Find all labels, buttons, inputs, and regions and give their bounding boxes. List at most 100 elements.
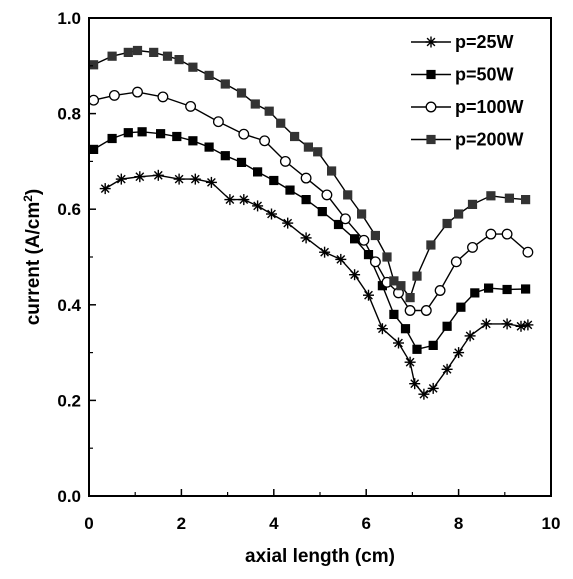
x-tick-label: 0 — [84, 514, 93, 533]
data-point — [281, 216, 294, 230]
legend-label: p=100W — [455, 97, 524, 117]
data-point — [420, 305, 432, 316]
series-p-25w — [98, 169, 535, 401]
data-point — [265, 207, 278, 221]
legend-marker — [425, 101, 437, 113]
data-point — [212, 116, 224, 128]
data-point — [334, 253, 347, 266]
data-point — [321, 189, 333, 201]
data-point — [89, 60, 99, 70]
data-point — [250, 99, 260, 109]
data-point — [279, 155, 291, 167]
data-point — [357, 209, 367, 219]
data-point — [238, 128, 250, 140]
data-point — [107, 133, 117, 144]
data-point — [205, 176, 218, 189]
data-point — [276, 118, 286, 128]
data-point — [470, 288, 480, 298]
data-point — [382, 252, 392, 262]
data-point — [358, 234, 370, 246]
data-point — [137, 127, 147, 137]
data-point — [370, 230, 380, 241]
data-point — [403, 356, 417, 369]
data-point — [467, 199, 478, 209]
data-point — [269, 175, 279, 186]
data-point — [189, 172, 202, 186]
data-point — [339, 213, 351, 225]
data-point — [486, 191, 496, 201]
data-point — [417, 388, 431, 401]
data-point — [343, 190, 353, 200]
data-point — [115, 172, 128, 186]
data-point — [253, 167, 263, 177]
data-point — [220, 151, 230, 161]
data-point — [317, 207, 327, 217]
x-tick-label: 8 — [454, 514, 463, 533]
y-axis-title: current (A/cm2) — [21, 189, 44, 326]
y-axis-title-close: ) — [23, 189, 44, 195]
series-p-50w — [89, 127, 531, 354]
data-point — [389, 309, 399, 319]
data-point — [89, 144, 99, 154]
x-tick-label: 2 — [177, 514, 186, 533]
data-point — [236, 157, 247, 167]
data-point — [237, 193, 251, 206]
data-point — [504, 193, 514, 203]
data-point — [450, 256, 462, 268]
data-point — [350, 234, 360, 244]
data-point — [88, 94, 100, 106]
legend-marker — [426, 134, 436, 145]
data-point — [376, 322, 389, 335]
data-point — [400, 324, 411, 334]
data-point — [348, 268, 361, 281]
legend-label: p=25W — [455, 32, 514, 52]
data-point — [108, 89, 120, 101]
legend-marker — [426, 69, 436, 80]
data-point — [204, 142, 214, 152]
data-point — [290, 131, 300, 142]
data-point — [188, 136, 198, 146]
legend-marker — [424, 35, 438, 49]
data-point — [264, 106, 274, 116]
data-point — [133, 170, 147, 183]
data-point — [174, 55, 184, 65]
y-tick-label: 1.0 — [57, 9, 81, 28]
data-point — [392, 336, 405, 350]
data-point — [149, 47, 159, 57]
data-point — [107, 51, 117, 61]
data-point — [220, 79, 230, 89]
x-tick-label: 4 — [269, 514, 279, 533]
data-point — [454, 209, 464, 219]
data-point — [285, 185, 295, 195]
data-point — [123, 128, 133, 138]
data-point — [303, 142, 313, 152]
data-point — [521, 284, 531, 294]
data-point — [299, 231, 313, 245]
data-point — [236, 88, 247, 98]
data-point — [412, 271, 422, 281]
y-axis-ticks: 0.0 0.2 0.4 0.6 0.8 1.0 — [57, 9, 96, 506]
y-axis-title-superscript: 2 — [21, 195, 35, 202]
data-point — [123, 47, 133, 57]
data-point — [188, 62, 198, 72]
data-point — [251, 199, 264, 213]
data-point — [162, 51, 173, 61]
plot-frame — [88, 17, 552, 497]
data-point — [521, 318, 535, 332]
series-p-200w — [89, 45, 531, 303]
data-point — [204, 70, 214, 80]
data-point — [327, 166, 337, 176]
data-point — [172, 131, 182, 142]
data-point — [156, 129, 166, 139]
data-point — [405, 293, 415, 303]
legend-label: p=50W — [455, 65, 514, 85]
data-point — [412, 344, 422, 354]
data-point — [452, 346, 465, 359]
data-point — [132, 86, 143, 98]
data-point — [485, 228, 497, 240]
y-tick-label: 0.0 — [57, 487, 81, 506]
data-point — [259, 135, 271, 147]
data-point — [463, 329, 477, 343]
y-tick-label: 0.6 — [57, 200, 81, 219]
